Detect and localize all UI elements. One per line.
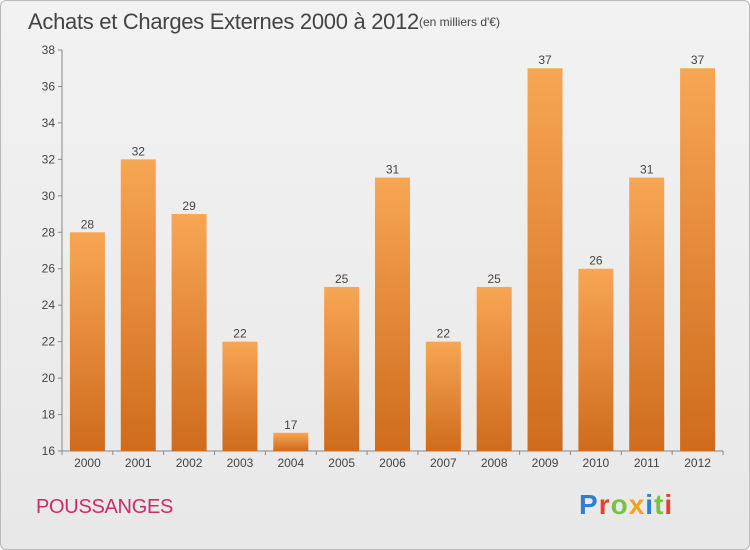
chart-title: Achats et Charges Externes 2000 à 2012: [28, 9, 419, 34]
data-label: 29: [182, 199, 196, 213]
commune-name: POUSSANGES: [36, 496, 174, 518]
bar-2001: [120, 159, 156, 451]
x-tick-label: 2011: [634, 456, 660, 470]
data-labels: 28 32 29 22 17 25 31 22 25 37 26 31 37: [81, 53, 705, 432]
logo-letter: i: [664, 489, 674, 520]
x-tick-label: 2008: [481, 456, 508, 470]
data-label: 25: [488, 272, 502, 286]
bar-2000: [69, 232, 105, 451]
chart-subtitle: (en milliers d'€): [419, 15, 500, 29]
y-tick-label: 16: [42, 444, 56, 458]
data-label: 17: [284, 418, 298, 432]
x-tick-label: 2006: [379, 456, 406, 470]
x-tick-label: 2010: [583, 456, 610, 470]
x-tick-label: 2007: [430, 456, 457, 470]
y-tick-label: 38: [42, 43, 56, 57]
bar-2006: [375, 177, 410, 451]
bar-2008: [476, 286, 512, 451]
data-label: 28: [81, 217, 95, 231]
data-label: 31: [386, 163, 400, 177]
bar-2012: [680, 68, 716, 452]
logo-letter: o: [610, 489, 629, 520]
logo-letter: x: [628, 489, 646, 520]
data-label: 31: [640, 163, 654, 177]
x-tick-label: 2012: [684, 456, 711, 470]
logo-letter: i: [645, 489, 655, 520]
data-label: 22: [233, 327, 247, 341]
y-tick-label: 18: [42, 408, 56, 422]
bar-2003: [222, 341, 258, 451]
bar-2002: [171, 214, 207, 451]
bar-2005: [324, 286, 360, 451]
bars: [69, 68, 716, 452]
y-tick-label: 34: [42, 116, 56, 130]
x-tick-label: 2000: [74, 456, 101, 470]
logo-letter: t: [654, 489, 665, 520]
axes: 16 18 20 22 24 26 28 30 32 34 36 38 2000 2001 2002 2003…: [42, 43, 724, 470]
y-tick-label: 20: [42, 371, 56, 385]
logo-letter: r: [598, 489, 611, 520]
y-tick-label: 26: [42, 262, 56, 276]
y-tick-label: 24: [42, 298, 56, 312]
y-tick-label: 28: [42, 225, 56, 239]
data-label: 32: [132, 144, 146, 158]
proxiti-logo[interactable]: Proxiti: [579, 489, 673, 521]
bar-2010: [578, 268, 614, 451]
data-label: 37: [691, 53, 705, 67]
logo-letter: P: [579, 489, 599, 520]
data-label: 25: [335, 272, 349, 286]
x-tick-label: 2001: [125, 456, 152, 470]
data-label: 37: [538, 53, 552, 67]
bar-2009: [527, 68, 563, 452]
x-tick-label: 2009: [532, 456, 559, 470]
bar-2007: [425, 341, 461, 451]
bar-2004: [273, 432, 309, 451]
x-tick-label: 2005: [328, 456, 355, 470]
y-tick-label: 36: [42, 79, 56, 93]
y-tick-label: 30: [42, 189, 56, 203]
data-label: 22: [437, 327, 451, 341]
y-tick-label: 32: [42, 152, 56, 166]
y-tick-label: 22: [42, 335, 56, 349]
data-label: 26: [589, 254, 603, 268]
x-tick-label: 2002: [176, 456, 203, 470]
bar-2011: [629, 177, 665, 451]
x-tick-label: 2004: [277, 456, 304, 470]
x-tick-label: 2003: [227, 456, 254, 470]
